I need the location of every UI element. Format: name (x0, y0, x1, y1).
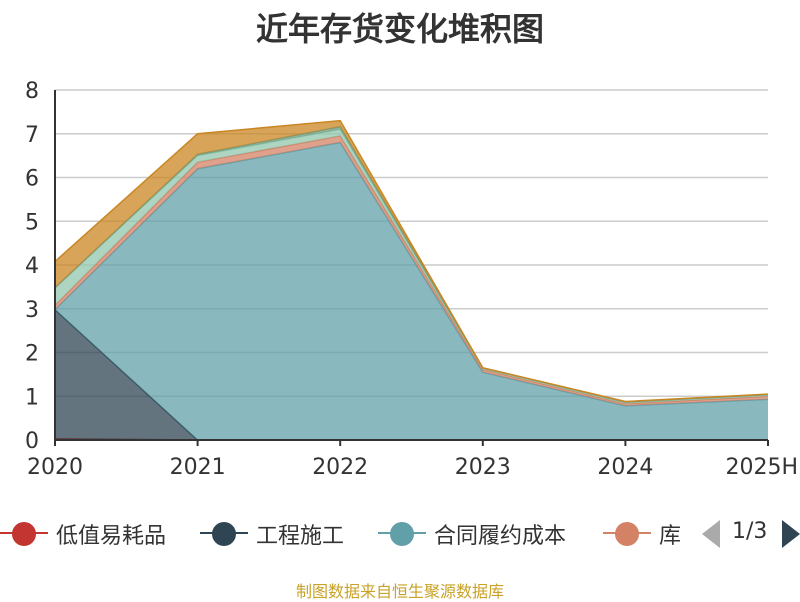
prev-page-icon[interactable] (702, 520, 720, 548)
area-series-line (54, 119, 769, 403)
legend-marker-icon (378, 518, 426, 550)
y-tick-label: 6 (25, 167, 39, 192)
legend-item[interactable]: 库 (603, 518, 681, 550)
axes: 0 1 2 3 4 5 6 7 8 2020 2021 2022 2023 2024 2025H (25, 79, 798, 480)
area-series-shape (55, 309, 768, 440)
legend-pager: 1/3 (700, 518, 800, 550)
x-tick-label: 2022 (312, 455, 368, 480)
legend-label: 合同履约成本 (434, 524, 567, 549)
legend-marker-icon (603, 518, 651, 550)
next-page-icon[interactable] (782, 520, 800, 548)
legend-item[interactable]: 合同履约成本 (378, 518, 566, 550)
area-series-line (54, 135, 769, 405)
x-tick-label: 2025H (725, 455, 798, 480)
legend-marker-icon (200, 518, 248, 550)
x-tick-label: 2021 (170, 455, 226, 480)
legend-items: 低值易耗品 工程施工 合同履约成本 库 (0, 512, 690, 556)
legend-label: 低值易耗品 (56, 524, 167, 549)
y-tick-label: 3 (25, 298, 39, 323)
area-series (54, 119, 769, 441)
y-tick-label: 1 (25, 385, 39, 410)
legend-item[interactable]: 工程施工 (200, 518, 344, 550)
y-tick-label: 5 (25, 210, 39, 235)
legend-item[interactable]: 低值易耗品 (0, 518, 166, 550)
x-tick-label: 2024 (597, 455, 653, 480)
x-tick-label: 2020 (27, 455, 83, 480)
legend-label: 库 (659, 524, 682, 549)
y-tick-label: 4 (25, 254, 39, 279)
y-tick-label: 7 (25, 123, 39, 148)
legend: 低值易耗品 工程施工 合同履约成本 库 1/3 (0, 512, 800, 556)
legend-label: 工程施工 (256, 524, 345, 549)
y-tick-label: 8 (25, 79, 39, 104)
y-tick-label: 2 (25, 342, 39, 367)
area-series-shape (55, 142, 768, 440)
x-tick-label: 2023 (455, 455, 511, 480)
chart-title: 近年存货变化堆积图 (255, 10, 544, 48)
y-tick-label: 0 (25, 429, 39, 454)
legend-marker-icon (0, 518, 48, 550)
stacked-area-chart: 0 1 2 3 4 5 6 7 8 2020 2021 2022 2023 2024 2025H (25, 79, 798, 480)
page-indicator: 1/3 (732, 519, 768, 544)
source-note: 制图数据来自恒生聚源数据库 (295, 582, 504, 601)
